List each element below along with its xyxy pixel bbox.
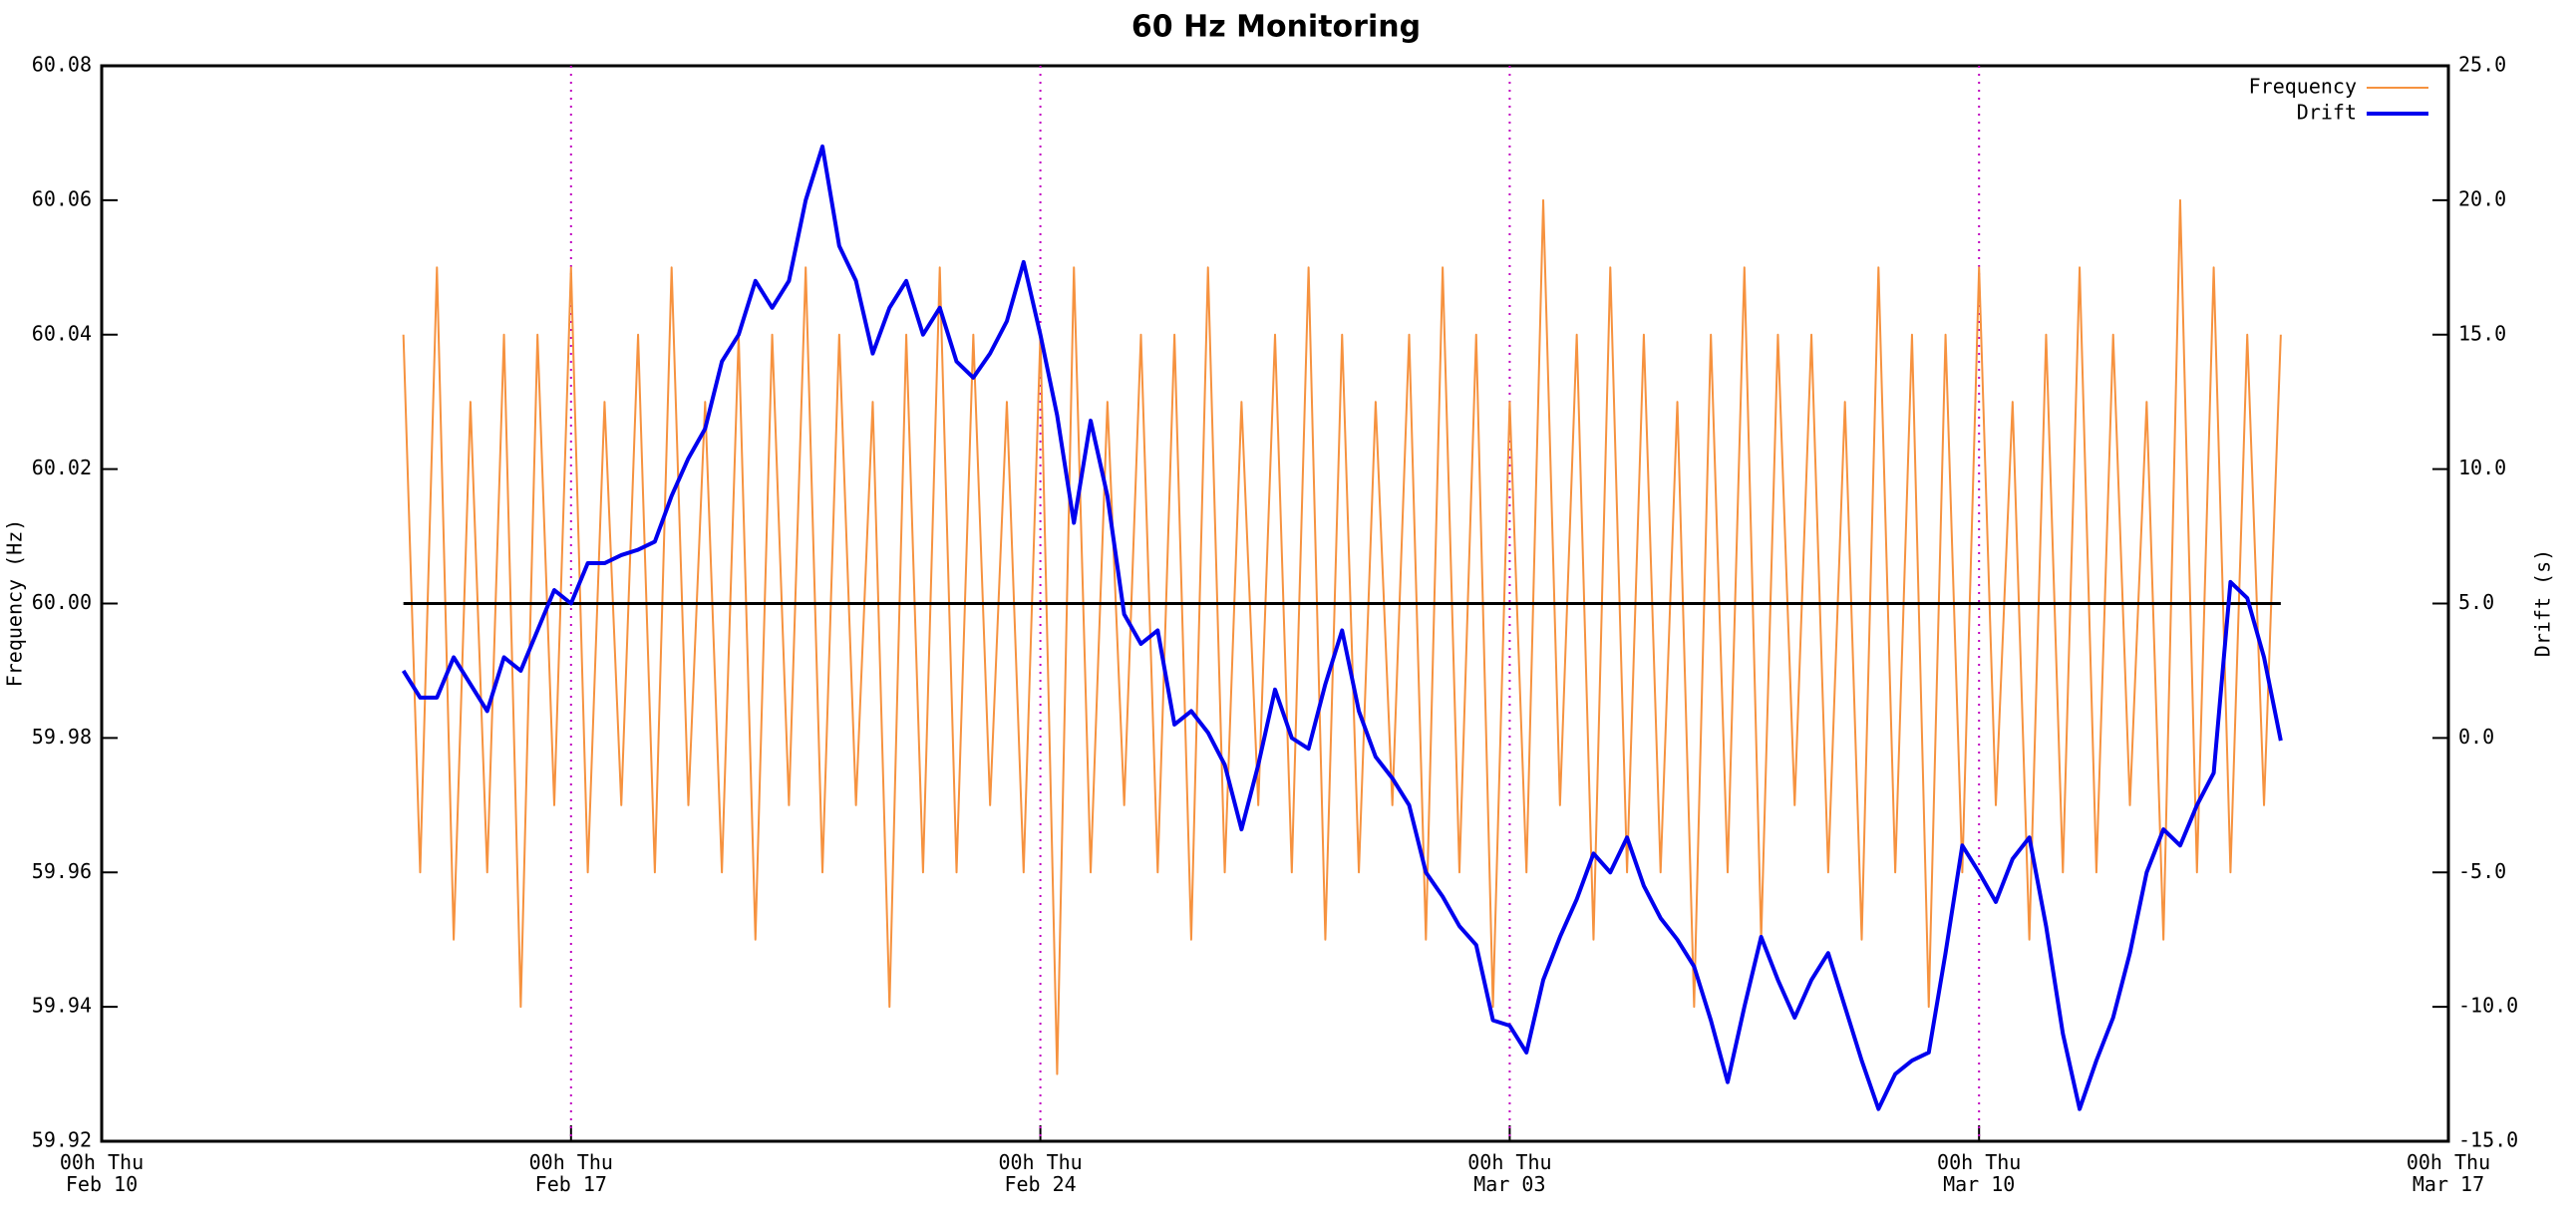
y-tick-label: 59.92: [32, 1128, 92, 1152]
x-tick-label: 00h Thu Mar 17: [2406, 1150, 2491, 1196]
y-tick-label: 60.06: [32, 186, 92, 210]
y-tick-label: 60.08: [32, 53, 92, 77]
y-tick-label: 59.98: [32, 725, 92, 749]
series-line: [402, 198, 2282, 1075]
y2-tick-label: 20.0: [2458, 186, 2506, 210]
y2-tick-label: -10.0: [2458, 994, 2518, 1018]
y-axis-label: Frequency (Hz): [3, 519, 27, 688]
y2-tick-label: 10.0: [2458, 456, 2506, 479]
x-tick-label: 00h Thu Mar 03: [1467, 1150, 1552, 1196]
y2-tick-label: -15.0: [2458, 1128, 2518, 1152]
y2-tick-label: 5.0: [2458, 590, 2494, 614]
y-tick-label: 59.94: [32, 994, 92, 1018]
x-tick-label: 00h Thu Feb 24: [998, 1150, 1083, 1196]
x-tick-label: 00h Thu Feb 17: [528, 1150, 613, 1196]
series-line: [401, 144, 2283, 1111]
y2-tick-label: 25.0: [2458, 53, 2506, 77]
y-tick-label: 60.00: [32, 590, 92, 614]
y-tick-label: 60.04: [32, 321, 92, 345]
chart-title: 60 Hz Monitoring: [1131, 10, 1421, 45]
y2-tick-label: 0.0: [2458, 725, 2494, 749]
legend-label: Frequency: [2249, 75, 2357, 99]
y-tick-label: 60.02: [32, 456, 92, 479]
y2-tick-label: 15.0: [2458, 321, 2506, 345]
x-tick-label: 00h Thu Feb 10: [59, 1150, 145, 1196]
x-tick-label: 00h Thu Mar 10: [1937, 1150, 2022, 1196]
legend-label: Drift: [2297, 101, 2357, 125]
y2-axis-label: Drift (s): [2531, 549, 2555, 657]
y2-tick-label: -5.0: [2458, 859, 2506, 883]
y-tick-label: 59.96: [32, 859, 92, 883]
